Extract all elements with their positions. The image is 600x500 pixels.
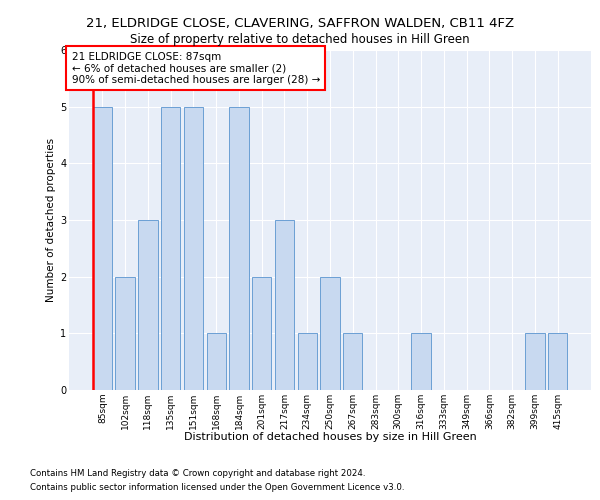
Bar — [206, 334, 226, 390]
Bar — [115, 276, 135, 390]
Text: Size of property relative to detached houses in Hill Green: Size of property relative to detached ho… — [130, 32, 470, 46]
Bar — [320, 276, 340, 390]
Bar — [93, 106, 112, 390]
Text: 21 ELDRIDGE CLOSE: 87sqm
← 6% of detached houses are smaller (2)
90% of semi-det: 21 ELDRIDGE CLOSE: 87sqm ← 6% of detache… — [71, 52, 320, 85]
Bar — [138, 220, 158, 390]
Text: 21, ELDRIDGE CLOSE, CLAVERING, SAFFRON WALDEN, CB11 4FZ: 21, ELDRIDGE CLOSE, CLAVERING, SAFFRON W… — [86, 18, 514, 30]
Bar — [161, 106, 181, 390]
Bar — [343, 334, 362, 390]
Text: Distribution of detached houses by size in Hill Green: Distribution of detached houses by size … — [184, 432, 476, 442]
Y-axis label: Number of detached properties: Number of detached properties — [46, 138, 56, 302]
Bar — [275, 220, 294, 390]
Bar — [184, 106, 203, 390]
Text: Contains public sector information licensed under the Open Government Licence v3: Contains public sector information licen… — [30, 484, 404, 492]
Bar — [525, 334, 545, 390]
Bar — [412, 334, 431, 390]
Bar — [229, 106, 248, 390]
Bar — [548, 334, 567, 390]
Text: Contains HM Land Registry data © Crown copyright and database right 2024.: Contains HM Land Registry data © Crown c… — [30, 468, 365, 477]
Bar — [298, 334, 317, 390]
Bar — [252, 276, 271, 390]
